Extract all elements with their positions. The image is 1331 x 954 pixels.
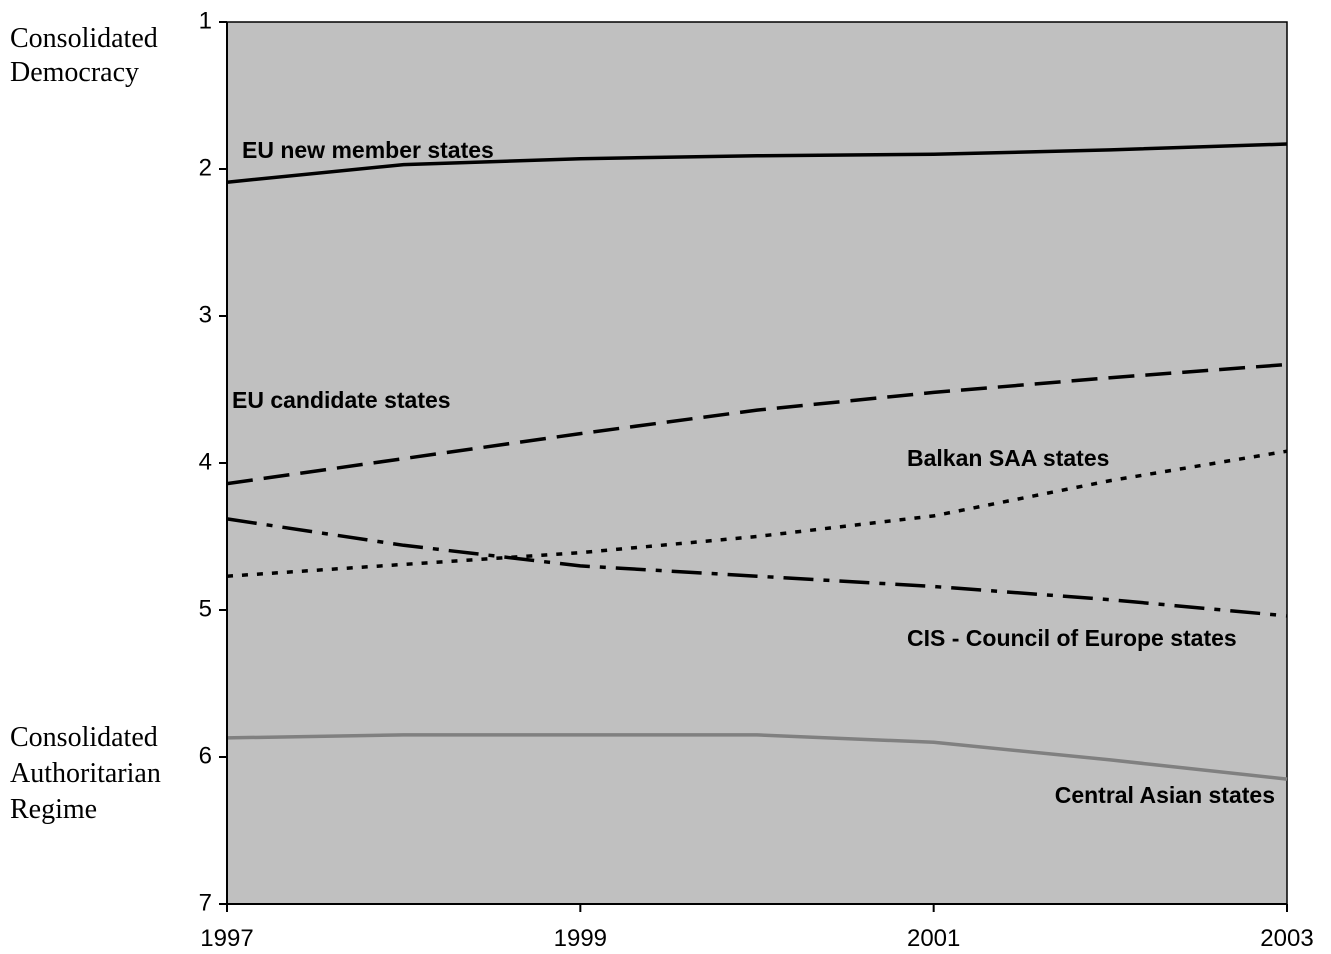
series-line-1 <box>226 362 1288 486</box>
y-bottom-scale-label: Consolidated <box>10 722 158 753</box>
y-bottom-scale-label: Authoritarian <box>10 758 161 789</box>
series-line-0 <box>226 142 1288 184</box>
series-label-4: Central Asian states <box>1055 782 1275 808</box>
series-label-0: EU new member states <box>242 137 494 163</box>
x-tick-label: 2003 <box>1260 925 1313 952</box>
y-tick-label: 3 <box>199 301 212 328</box>
axes-layer: 1 2 3 4 5 6 7 1997 1999 2001 2003 <box>199 7 1314 952</box>
x-tick-label: 1999 <box>554 925 607 952</box>
series-label-1: EU candidate states <box>232 387 451 413</box>
y-tick-label: 1 <box>199 7 212 34</box>
series-line-4 <box>226 733 1288 781</box>
series-label-2: Balkan SAA states <box>907 445 1109 471</box>
y-tick-label: 6 <box>199 742 212 769</box>
y-bottom-scale-label: Regime <box>10 794 97 825</box>
x-tick-label: 1997 <box>200 925 253 952</box>
series-label-3: CIS - Council of Europe states <box>907 625 1237 651</box>
y-tick-label: 5 <box>199 595 212 622</box>
y-top-scale-label: Consolidated <box>10 23 158 54</box>
y-tick-label: 4 <box>199 448 212 475</box>
series-layer <box>226 142 1288 781</box>
x-tick-label: 2001 <box>907 925 960 952</box>
y-tick-label: 2 <box>199 154 212 181</box>
plot-area <box>226 21 1288 905</box>
series-line-2 <box>226 449 1288 578</box>
y-tick-label: 7 <box>199 889 212 916</box>
series-line-3 <box>226 517 1288 618</box>
y-top-scale-label: Democracy <box>10 57 139 88</box>
labels-layer: EU new member states EU candidate states B… <box>10 23 1275 825</box>
